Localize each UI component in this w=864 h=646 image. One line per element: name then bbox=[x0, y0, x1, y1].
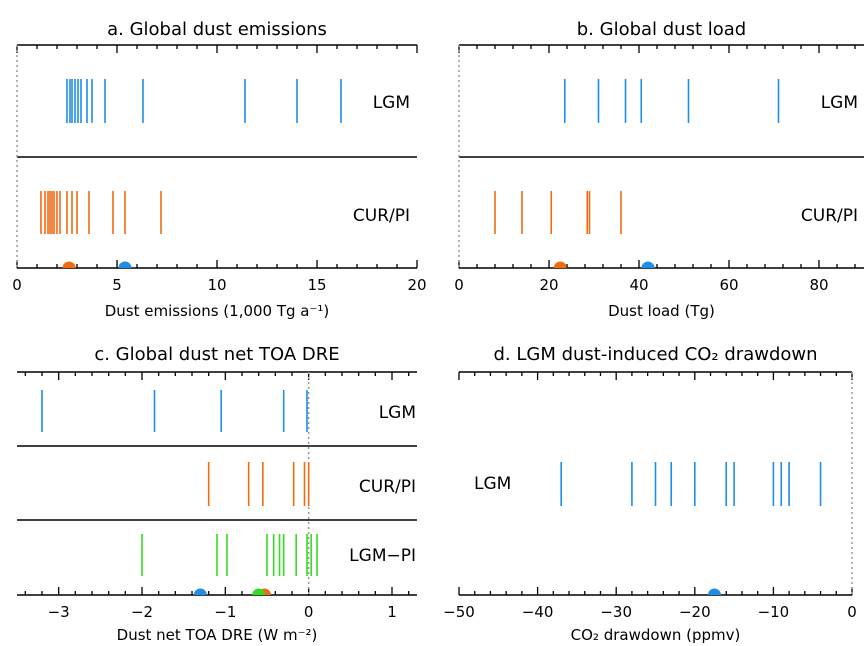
tick-label: −10 bbox=[758, 603, 790, 621]
panel-d: d. LGM dust-induced CO₂ drawdown −50 −40 −3… bbox=[443, 344, 857, 644]
mean-marker-lgm bbox=[118, 261, 132, 268]
tick-label: 20 bbox=[407, 276, 426, 294]
tick-label: 0 bbox=[304, 603, 314, 621]
series-label: LGM bbox=[474, 474, 511, 494]
tick-label: 0 bbox=[12, 276, 22, 294]
x-axis-label: Dust net TOA DRE (W m⁻²) bbox=[117, 626, 318, 644]
tick-label: −1 bbox=[214, 603, 236, 621]
mean-marker-cur bbox=[62, 261, 76, 268]
tick-label: 20 bbox=[539, 276, 558, 294]
mean-marker-cur bbox=[553, 261, 567, 268]
tick-label: −20 bbox=[679, 603, 711, 621]
tick-label: 40 bbox=[629, 276, 648, 294]
mean-marker-diff bbox=[252, 588, 266, 595]
x-axis-label: Dust load (Tg) bbox=[608, 302, 715, 320]
series-label: LGM−PI bbox=[349, 546, 416, 566]
x-axis-label: Dust emissions (1,000 Tg a⁻¹) bbox=[105, 302, 330, 320]
panel-a-title: a. Global dust emissions bbox=[107, 19, 327, 40]
tick-label: 1 bbox=[387, 603, 397, 621]
tick-label: 0 bbox=[847, 603, 857, 621]
mean-marker-lgm bbox=[641, 261, 655, 268]
tick-label: −30 bbox=[600, 603, 632, 621]
panel-a: a. Global dust emissions 0 5 10 15 20 LGM CUR/P… bbox=[12, 19, 426, 320]
panel-b: b. Global dust load 0 20 40 60 80 LGM CUR/PI Dus… bbox=[454, 19, 864, 320]
series-label: LGM bbox=[379, 403, 416, 423]
series-label: LGM bbox=[373, 93, 410, 113]
tick-label: −2 bbox=[131, 603, 153, 621]
tick-label: −50 bbox=[443, 603, 475, 621]
tick-label: 10 bbox=[207, 276, 226, 294]
panel-c: c. Global dust net TOA DRE −3 −2 −1 0 1 LGM CUR… bbox=[17, 344, 417, 644]
tick-label: −40 bbox=[522, 603, 554, 621]
tick-label: 5 bbox=[112, 276, 122, 294]
series-label: CUR/PI bbox=[353, 206, 410, 226]
tick-label: 0 bbox=[454, 276, 464, 294]
series-label: CUR/PI bbox=[801, 206, 858, 226]
tick-label: 15 bbox=[307, 276, 326, 294]
tick-label: −3 bbox=[48, 603, 70, 621]
mean-marker-lgm bbox=[707, 588, 721, 595]
series-label: LGM bbox=[821, 93, 858, 113]
x-axis-label: CO₂ drawdown (ppmv) bbox=[571, 626, 741, 644]
panel-c-title: c. Global dust net TOA DRE bbox=[94, 344, 339, 365]
panel-b-title: b. Global dust load bbox=[577, 19, 746, 40]
tick-label: 80 bbox=[809, 276, 828, 294]
tick-label: 60 bbox=[719, 276, 738, 294]
panel-d-title: d. LGM dust-induced CO₂ drawdown bbox=[493, 344, 817, 365]
series-label: CUR/PI bbox=[359, 477, 416, 497]
mean-marker-lgm bbox=[193, 588, 207, 595]
